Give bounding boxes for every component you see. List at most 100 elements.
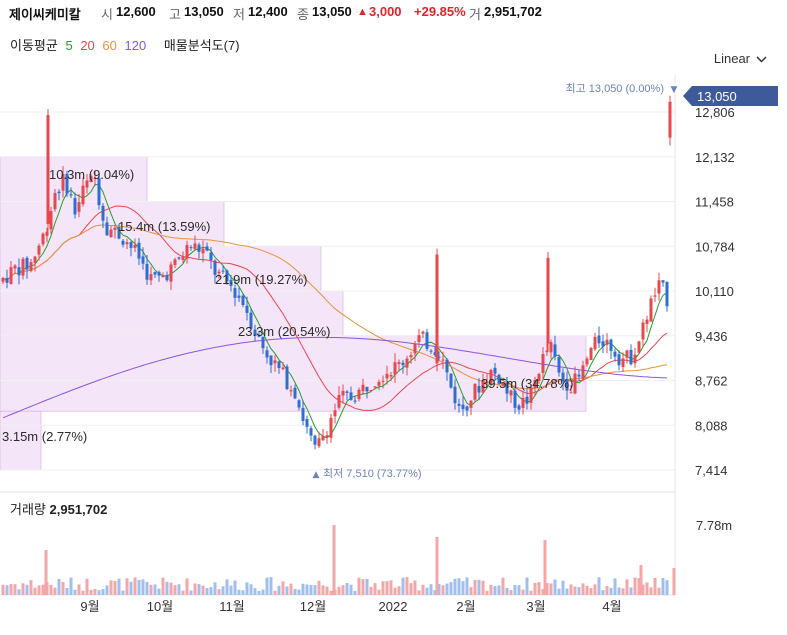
volume-axis-tick: 7.78m xyxy=(696,518,732,533)
candle-body xyxy=(141,256,145,264)
ma-legend[interactable]: 이동평균 5 20 60 120 매물분석도(7) xyxy=(10,35,244,54)
ma-5[interactable]: 5 xyxy=(65,38,73,53)
volume-bar xyxy=(509,590,513,595)
x-tick-label: 12월 xyxy=(300,599,326,614)
volume-bar xyxy=(449,582,453,595)
volume-bar xyxy=(157,588,161,595)
candle-body xyxy=(609,339,613,351)
candle-body xyxy=(601,341,605,347)
candle-body xyxy=(525,396,529,404)
volume-profile-label: 21.9m (19.27%) xyxy=(215,272,308,287)
candle-body xyxy=(189,247,193,249)
x-tick-label: 10월 xyxy=(147,599,173,614)
volume-bar xyxy=(437,583,441,595)
volume-bar xyxy=(549,583,553,595)
volume-bar xyxy=(317,580,321,595)
candle-body xyxy=(633,354,637,364)
volume-bar xyxy=(485,590,489,595)
candle-body xyxy=(329,417,333,438)
x-tick-label: 4월 xyxy=(602,599,621,614)
candle-body xyxy=(549,342,553,353)
volume-bar xyxy=(113,580,117,595)
candle-body xyxy=(41,233,45,245)
candle-body xyxy=(541,354,545,373)
volume-bar xyxy=(177,584,181,595)
x-tick-label: 9월 xyxy=(80,599,99,614)
candle-body xyxy=(469,400,473,408)
ma-60[interactable]: 60 xyxy=(102,38,117,53)
volume-analysis-toggle[interactable]: 매물분석도(7) xyxy=(163,38,240,53)
volume-bar xyxy=(213,582,217,595)
candle-body xyxy=(81,185,85,205)
volume-bar xyxy=(577,587,581,595)
volume-bar xyxy=(137,579,141,595)
volume-bar xyxy=(129,581,133,595)
volume-bar xyxy=(5,585,9,595)
candle-body xyxy=(213,260,217,275)
candle-body xyxy=(493,367,497,374)
candle-body xyxy=(145,263,149,280)
candle-body xyxy=(641,322,645,340)
candle-body xyxy=(301,407,305,422)
candle-body xyxy=(109,229,113,238)
volume-bar xyxy=(421,584,425,595)
candle-body xyxy=(61,174,65,191)
volume-panel-label: 거래량 2,951,702 xyxy=(10,499,107,518)
candle-body xyxy=(325,435,329,438)
candle-body xyxy=(313,435,317,445)
volume-bar xyxy=(637,578,641,595)
candle-body xyxy=(629,349,633,365)
volume-bar xyxy=(617,587,621,595)
volume-bar xyxy=(165,581,169,595)
volume-bar xyxy=(417,590,421,595)
volume-bar xyxy=(153,584,157,595)
volume-bar xyxy=(361,579,365,595)
candle-body xyxy=(533,379,537,388)
volume-bar xyxy=(665,580,669,595)
volume-bar xyxy=(221,586,225,595)
candle-body xyxy=(21,258,25,276)
candle-body xyxy=(133,244,137,248)
ma-120[interactable]: 120 xyxy=(124,38,147,53)
candle-body xyxy=(46,115,50,224)
volume-bar xyxy=(397,586,401,595)
volume-bar xyxy=(357,577,361,595)
candle-body xyxy=(317,438,321,447)
volume-bar xyxy=(293,588,297,595)
candle-body xyxy=(69,194,73,196)
volume-bar xyxy=(517,585,521,595)
volume-bar xyxy=(105,585,109,595)
volume-bar xyxy=(543,540,547,595)
candle-body xyxy=(1,277,5,282)
ma-20[interactable]: 20 xyxy=(80,38,95,53)
candle-body xyxy=(645,319,649,325)
volume-bar xyxy=(573,586,577,595)
volume-profile-label: 23.3m (20.54%) xyxy=(238,324,331,339)
candle-body xyxy=(265,350,269,358)
volume-bar xyxy=(109,580,113,595)
candle-body xyxy=(261,336,265,349)
low-value: 12,400 xyxy=(248,4,288,19)
candle-body xyxy=(441,359,445,361)
candle-body xyxy=(373,386,377,388)
candle-body xyxy=(105,222,109,236)
volume-bar xyxy=(457,578,461,595)
candle-body xyxy=(405,358,409,368)
volume-bar xyxy=(489,584,493,595)
volume-bar xyxy=(253,587,257,595)
volume-bar xyxy=(229,585,233,595)
volume-bar xyxy=(581,583,585,595)
scale-selector[interactable]: Linear xyxy=(714,51,767,66)
volume-profile-bar xyxy=(0,335,587,412)
candle-body xyxy=(577,374,581,377)
ma-line-120 xyxy=(2,336,668,419)
x-tick-label: 3월 xyxy=(526,599,545,614)
candle-body xyxy=(453,386,457,404)
volume-bar xyxy=(513,584,517,595)
volume-bar xyxy=(233,580,237,595)
candle-body xyxy=(253,329,257,336)
candle-body xyxy=(401,362,405,366)
candle-body xyxy=(461,404,465,409)
candle-body xyxy=(425,332,429,349)
